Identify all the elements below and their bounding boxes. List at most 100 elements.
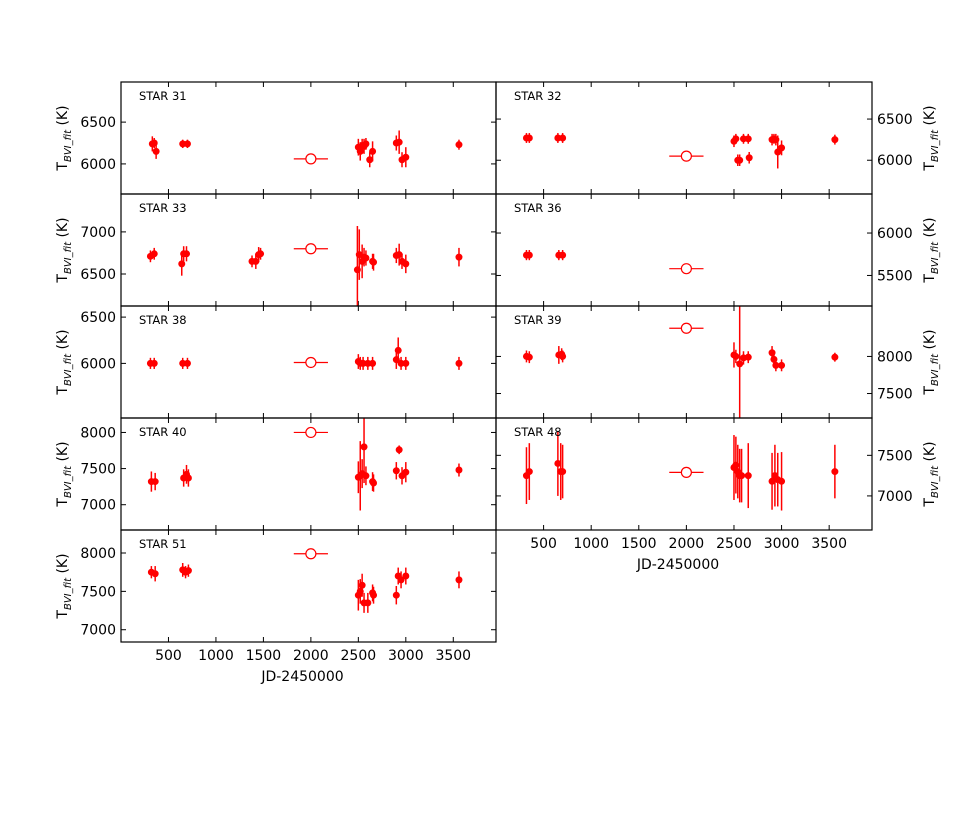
data-point — [184, 567, 192, 575]
mean-point — [305, 356, 317, 369]
y-tick-label: 8000 — [80, 425, 116, 441]
y-axis-title: TBVI_fit (K) — [922, 329, 941, 395]
mean-point — [680, 322, 692, 334]
data-point — [525, 134, 533, 142]
panel-star-38: 6000 6500 TBVI_fit (K) STAR 38 — [55, 305, 497, 419]
data-point — [455, 466, 463, 474]
data-point — [778, 477, 786, 485]
data-points — [146, 226, 463, 306]
data-point — [744, 353, 752, 361]
y-tick-label: 7500 — [877, 387, 913, 403]
data-point — [402, 572, 410, 580]
data-point — [778, 144, 786, 152]
data-point — [358, 581, 366, 589]
x-tick-label: 2000 — [293, 648, 329, 664]
panel-label: STAR 32 — [514, 89, 562, 103]
x-tick-label: 1500 — [246, 648, 282, 664]
data-point — [151, 570, 159, 578]
panel-label: STAR 51 — [139, 537, 187, 551]
panel-label: STAR 39 — [514, 313, 562, 327]
data-point — [360, 443, 368, 451]
panel-star-40: 7000 7500 8000 TBVI_fit (K) STAR 40 — [55, 417, 497, 531]
data-point — [745, 154, 753, 162]
mean-point — [305, 548, 317, 560]
y-axis-title: TBVI_fit (K) — [55, 441, 74, 507]
data-point — [151, 478, 159, 486]
data-point — [364, 599, 372, 607]
panel-star-32: 6000 6500 TBVI_fit (K) STAR 32 — [495, 81, 941, 195]
data-point — [525, 251, 533, 259]
x-tick-label: 500 — [155, 648, 182, 664]
data-point — [183, 359, 191, 367]
data-points — [147, 548, 463, 613]
data-point — [150, 250, 158, 258]
data-point — [831, 136, 839, 144]
data-point — [772, 361, 780, 369]
data-point — [778, 361, 786, 369]
x-tick-label: 1000 — [198, 648, 234, 664]
data-point — [392, 467, 400, 475]
data-point — [738, 472, 746, 480]
panel-star-31: 6000 6500 TBVI_fit (K) STAR 31 — [55, 81, 497, 195]
panel-label: STAR 48 — [514, 425, 562, 439]
y-tick-label: 8000 — [80, 546, 116, 562]
data-points — [522, 306, 839, 418]
y-axis-title: TBVI_fit (K) — [922, 441, 941, 507]
panel-label: STAR 38 — [139, 313, 187, 327]
y-tick-label: 7000 — [80, 498, 116, 514]
data-point — [525, 468, 533, 476]
data-point — [369, 359, 377, 367]
y-tick-label: 6000 — [877, 153, 913, 169]
y-tick-label: 6000 — [877, 226, 913, 242]
data-points — [148, 130, 463, 168]
y-axis-title: TBVI_fit (K) — [55, 217, 74, 283]
data-point — [402, 153, 410, 161]
panel-label: STAR 36 — [514, 201, 562, 215]
data-point — [732, 352, 740, 360]
data-point — [744, 472, 752, 480]
mean-point — [305, 426, 317, 439]
data-point — [525, 353, 533, 361]
data-point — [150, 359, 158, 367]
data-point — [257, 250, 265, 258]
x-tick-label: 3500 — [811, 536, 847, 552]
data-points — [147, 418, 463, 511]
panel-frame — [495, 417, 873, 531]
panel-star-48: 500 1000 1500 2000 2500 3000 3500 7000 7500 TBVI_… — [495, 417, 941, 573]
data-point — [362, 140, 370, 148]
data-point — [831, 468, 839, 476]
data-point — [395, 446, 403, 454]
data-points — [522, 430, 839, 511]
data-point — [397, 576, 405, 584]
data-point — [559, 134, 567, 142]
data-point — [402, 359, 410, 367]
data-point — [768, 477, 776, 485]
y-axis-title: TBVI_fit (K) — [55, 329, 74, 395]
data-point — [152, 147, 160, 155]
x-tick-label: 1500 — [621, 536, 657, 552]
data-point — [369, 147, 377, 155]
y-tick-label: 5500 — [877, 268, 913, 284]
data-points — [522, 133, 839, 169]
y-axis-title: TBVI_fit (K) — [55, 553, 74, 619]
x-tick-label: 2500 — [341, 648, 377, 664]
y-axis-title: TBVI_fit (K) — [922, 105, 941, 171]
data-point — [395, 138, 403, 146]
y-tick-label: 6500 — [80, 310, 116, 326]
panel-label: STAR 40 — [139, 425, 187, 439]
data-point — [370, 479, 378, 487]
mean-point — [305, 153, 317, 165]
x-tick-label: 1000 — [573, 536, 609, 552]
panel-star-33: 6500 7000 TBVI_fit (K) STAR 33 — [55, 193, 497, 307]
y-axis-title: TBVI_fit (K) — [55, 105, 74, 171]
y-tick-label: 8000 — [877, 349, 913, 365]
data-point — [736, 360, 744, 368]
data-point — [744, 135, 752, 143]
data-point — [402, 260, 410, 268]
data-points — [146, 337, 463, 370]
data-point — [362, 472, 370, 480]
mean-point — [680, 150, 692, 162]
data-point — [402, 468, 410, 476]
panel-label: STAR 31 — [139, 89, 187, 103]
